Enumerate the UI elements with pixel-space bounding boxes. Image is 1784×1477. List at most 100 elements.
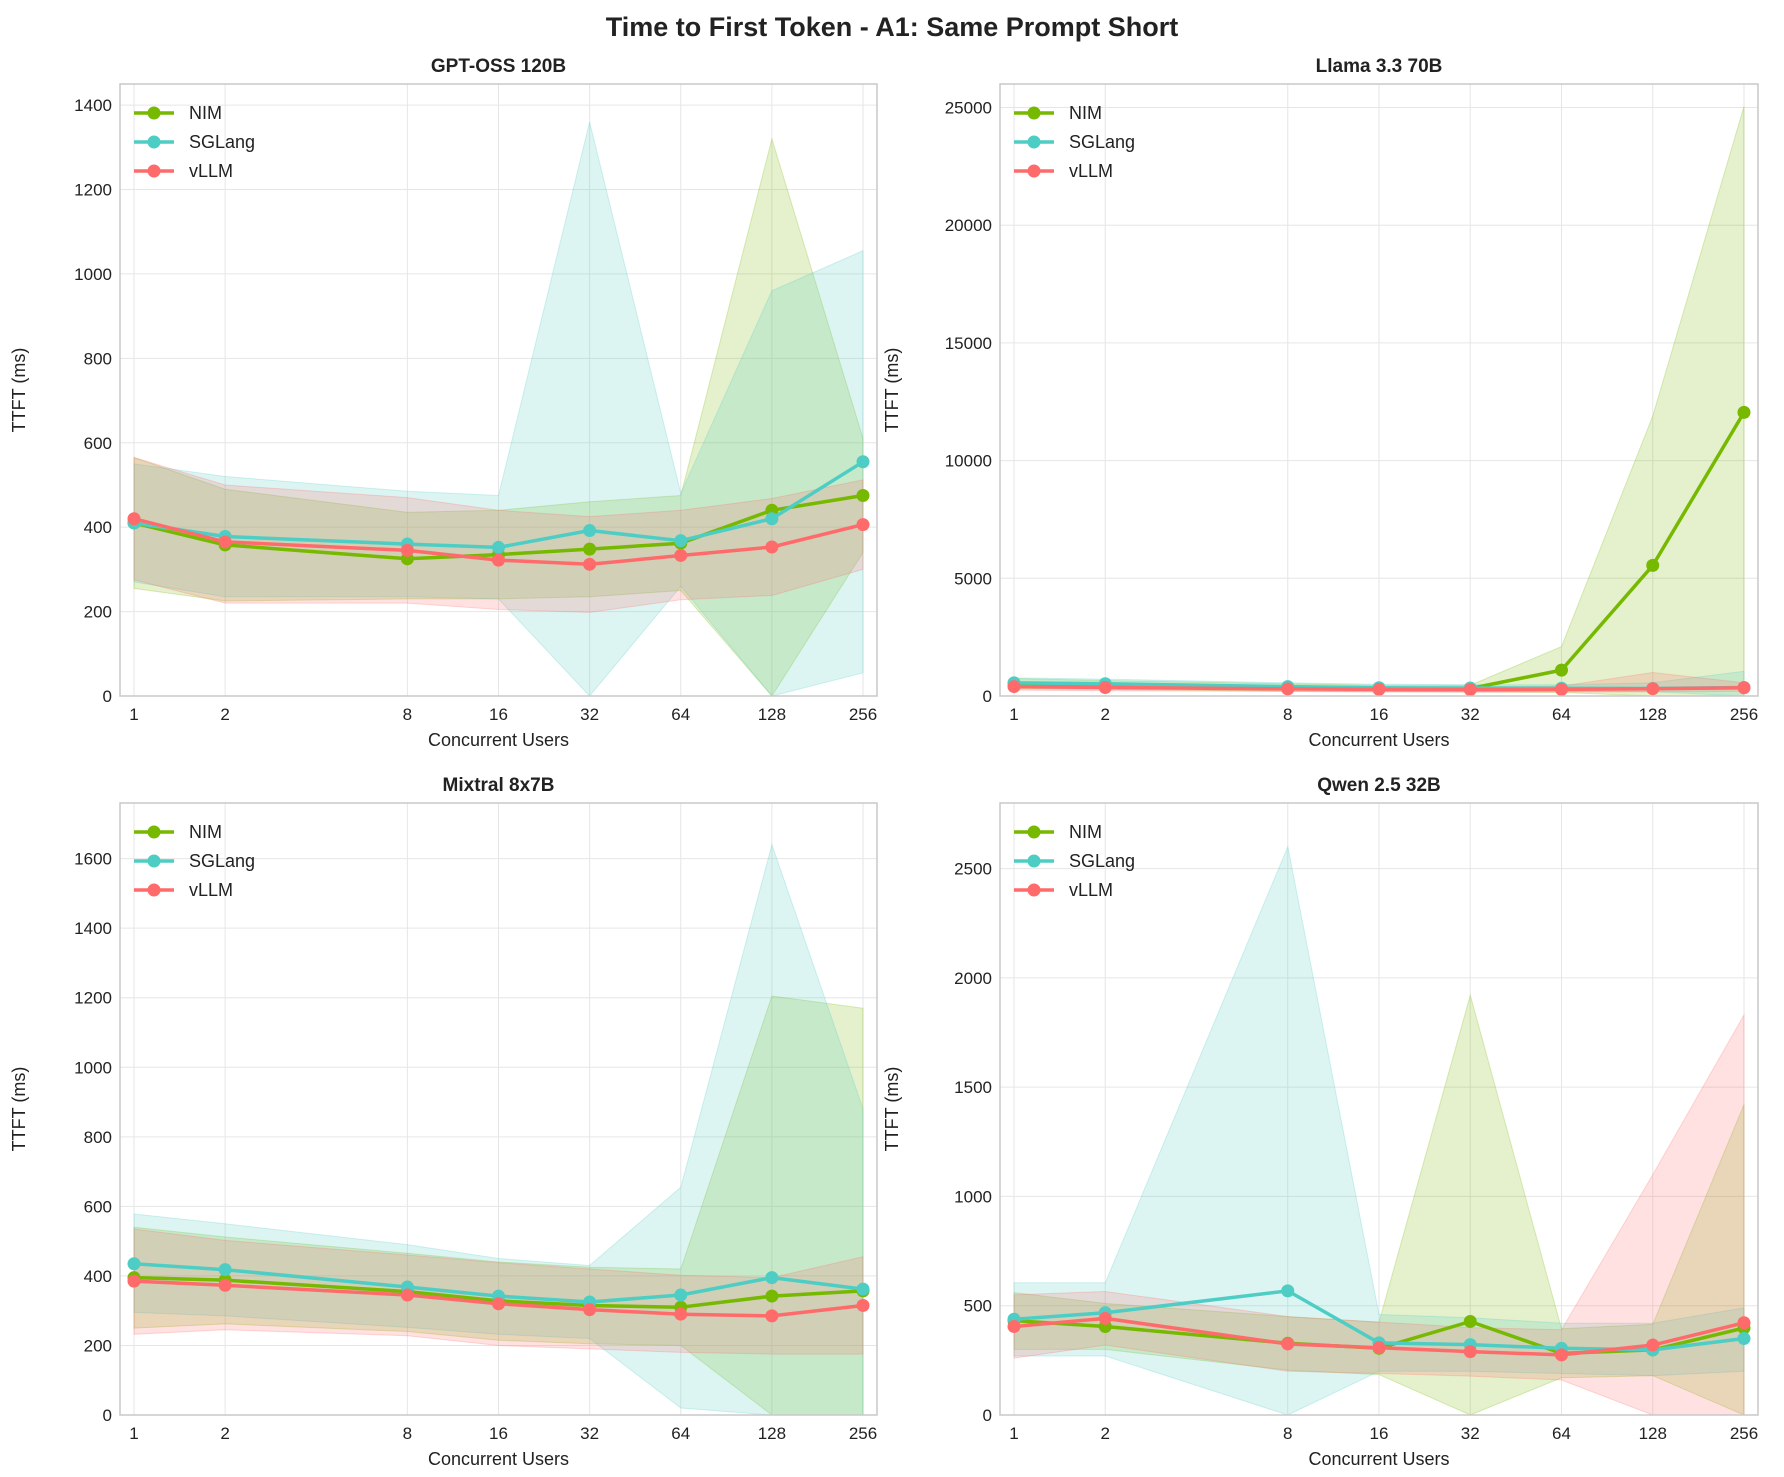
data-point-vllm	[856, 518, 870, 532]
data-point-vllm	[1098, 1311, 1112, 1325]
data-point-vllm	[1007, 1319, 1021, 1333]
data-point-vllm	[127, 1274, 141, 1288]
y-tick-label: 2000	[954, 969, 992, 988]
y-tick-label: 200	[84, 603, 112, 622]
x-tick-label: 256	[1730, 1424, 1758, 1443]
data-point-nim	[1463, 1314, 1477, 1328]
data-point-vllm	[674, 1307, 688, 1321]
legend-marker-vllm	[1027, 164, 1041, 178]
x-tick-label: 16	[489, 705, 508, 724]
x-tick-label: 8	[403, 1424, 412, 1443]
plot-frame	[119, 83, 878, 697]
data-point-sglang	[583, 524, 597, 538]
data-point-sglang	[127, 1257, 141, 1271]
data-point-vllm	[1555, 682, 1568, 696]
x-tick-label: 64	[1552, 705, 1571, 724]
data-point-nim	[1555, 663, 1568, 677]
legend-marker-vllm	[1027, 883, 1041, 897]
data-point-nim	[1646, 558, 1660, 572]
x-tick-label: 1	[129, 705, 138, 724]
x-tick-label: 2	[1101, 1424, 1110, 1443]
chart-title: GPT-OSS 120B	[431, 56, 566, 77]
data-point-vllm	[492, 553, 505, 567]
data-point-vllm	[1555, 1348, 1568, 1362]
y-axis-label: TTFT (ms)	[9, 1067, 29, 1152]
x-tick-label: 16	[1370, 1424, 1389, 1443]
x-tick-label: 64	[671, 705, 690, 724]
x-tick-label: 1	[1009, 705, 1018, 724]
data-point-vllm	[856, 1298, 870, 1312]
legend-marker-sglang	[147, 135, 161, 149]
y-tick-label: 1000	[954, 1187, 992, 1206]
x-tick-label: 1	[129, 1424, 138, 1443]
legend-marker-nim	[147, 825, 161, 839]
legend-label-sglang: SGLang	[1069, 132, 1135, 152]
data-point-vllm	[1098, 681, 1112, 695]
data-point-sglang	[1281, 1284, 1295, 1298]
legend: NIM SGLang vLLM	[1014, 822, 1135, 900]
y-tick-label: 10000	[945, 452, 992, 471]
chart-title: Mixtral 8x7B	[443, 775, 555, 796]
x-tick-label: 16	[1370, 705, 1389, 724]
plot-frame	[119, 802, 878, 1416]
data-point-sglang	[765, 1271, 779, 1285]
plot-frame	[999, 83, 1759, 697]
x-tick-label: 256	[849, 1424, 877, 1443]
y-tick-label: 800	[84, 1128, 112, 1147]
x-axis-label: Concurrent Users	[1308, 1449, 1449, 1469]
y-tick-label: 15000	[945, 334, 992, 353]
x-tick-label: 128	[1639, 705, 1667, 724]
y-axis-label: TTFT (ms)	[9, 348, 29, 433]
y-axis-label: TTFT (ms)	[882, 348, 902, 433]
y-axis-label: TTFT (ms)	[882, 1067, 902, 1152]
legend-marker-sglang	[1027, 135, 1041, 149]
legend-marker-nim	[147, 106, 161, 120]
series-line-vllm	[1013, 684, 1745, 692]
legend-label-nim: NIM	[189, 822, 222, 842]
x-tick-label: 1	[1009, 1424, 1018, 1443]
data-point-vllm	[1463, 683, 1477, 697]
data-point-vllm	[1737, 1316, 1751, 1330]
data-point-vllm	[1737, 681, 1751, 695]
data-point-vllm	[218, 535, 232, 549]
y-tick-label: 1400	[74, 919, 112, 938]
data-point-vllm	[1281, 1337, 1295, 1351]
legend-marker-vllm	[147, 164, 161, 178]
data-point-vllm	[1372, 682, 1386, 696]
legend: NIM SGLang vLLM	[1014, 103, 1135, 181]
y-tick-label: 25000	[945, 99, 992, 118]
data-point-vllm	[583, 1303, 597, 1317]
legend-marker-nim	[1027, 106, 1041, 120]
band-sglang	[1013, 844, 1745, 1415]
x-tick-label: 2	[220, 1424, 229, 1443]
data-point-vllm	[1646, 1338, 1660, 1352]
series-vllm	[127, 1274, 870, 1323]
data-point-vllm	[1646, 682, 1660, 696]
data-point-nim	[583, 542, 597, 556]
x-tick-label: 64	[671, 1424, 690, 1443]
series-line-nim	[133, 493, 864, 561]
data-point-sglang	[856, 1282, 870, 1296]
y-tick-label: 0	[103, 687, 112, 706]
x-tick-label: 128	[758, 705, 786, 724]
data-point-sglang	[765, 512, 779, 526]
y-tick-label: 1400	[74, 96, 112, 115]
y-tick-label: 0	[983, 1406, 992, 1425]
legend: NIM SGLang vLLM	[134, 822, 255, 900]
data-point-sglang	[856, 455, 870, 469]
data-point-vllm	[765, 540, 779, 554]
y-tick-label: 1000	[74, 1058, 112, 1077]
x-axis-label: Concurrent Users	[1308, 730, 1449, 750]
plot-frame	[999, 802, 1759, 1416]
x-tick-label: 32	[1461, 705, 1480, 724]
data-point-vllm	[1007, 680, 1021, 694]
series-vllm	[127, 512, 870, 571]
data-point-vllm	[674, 548, 688, 562]
series-line-nim	[133, 1275, 864, 1309]
legend-label-nim: NIM	[189, 103, 222, 123]
x-axis-label: Concurrent Users	[428, 1449, 569, 1469]
legend-label-vllm: vLLM	[189, 161, 233, 181]
